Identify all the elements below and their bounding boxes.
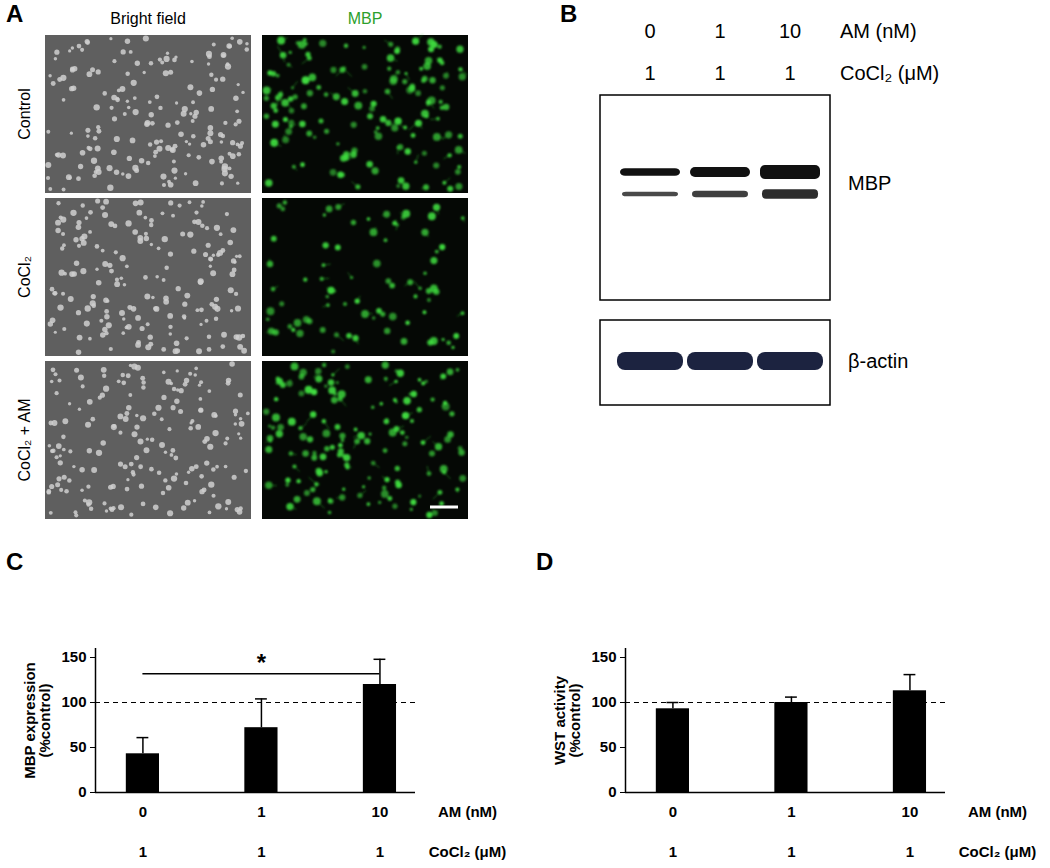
svg-text:0: 0 [139,803,147,820]
svg-text:100: 100 [591,693,616,710]
svg-text:1: 1 [906,843,914,860]
svg-text:1: 1 [139,843,147,860]
svg-text:Control: Control [16,88,33,140]
svg-text:1: 1 [376,843,384,860]
svg-text:*: * [257,649,267,676]
svg-text:Bright field: Bright field [110,10,186,27]
svg-text:MBP: MBP [848,172,891,194]
html-text:A: A [6,0,24,27]
svg-text:1: 1 [787,843,795,860]
svg-text:50: 50 [600,738,617,755]
svg-text:CoCl₂: CoCl₂ [16,256,33,298]
svg-text:AM (nM): AM (nM) [968,803,1027,820]
svg-text:MBP: MBP [348,10,383,27]
svg-text:1: 1 [787,803,795,820]
svg-text:CoCl₂ (μM): CoCl₂ (μM) [840,62,939,84]
svg-text:MBP expression(%control): MBP expression(%control) [21,662,53,778]
svg-text:1: 1 [257,843,265,860]
svg-text:150: 150 [61,648,86,665]
svg-text:100: 100 [61,693,86,710]
svg-text:50: 50 [70,738,87,755]
svg-text:1: 1 [644,62,655,84]
svg-text:1: 1 [784,62,795,84]
html-text:B: B [560,0,578,27]
svg-text:0: 0 [78,783,86,800]
svg-text:1: 1 [669,843,677,860]
svg-text:10: 10 [779,20,801,42]
svg-text:10: 10 [372,803,389,820]
svg-text:CoCl₂ (μM): CoCl₂ (μM) [959,843,1037,860]
svg-text:150: 150 [591,648,616,665]
html-text:C: C [6,548,24,575]
svg-text:10: 10 [902,803,919,820]
svg-text:0: 0 [644,20,655,42]
svg-text:0: 0 [669,803,677,820]
svg-text:1: 1 [257,803,265,820]
svg-text:AM (nM): AM (nM) [840,20,917,42]
svg-text:WST activity(%control): WST activity(%control) [551,675,583,765]
html-text:D: D [536,548,554,575]
svg-text:β-actin: β-actin [848,350,908,372]
svg-text:0: 0 [608,783,616,800]
svg-text:1: 1 [714,62,725,84]
svg-text:1: 1 [714,20,725,42]
svg-text:CoCl₂ (μM): CoCl₂ (μM) [429,843,507,860]
svg-text:CoCl₂ + AM: CoCl₂ + AM [16,398,33,481]
svg-text:AM (nM): AM (nM) [438,803,497,820]
